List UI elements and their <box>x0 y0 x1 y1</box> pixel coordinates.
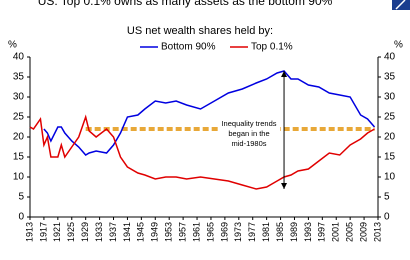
x-tick-label: 2013 <box>372 222 382 242</box>
y-tick-label: 5 <box>18 192 24 203</box>
x-tick-label: 1969 <box>219 222 229 242</box>
y2-tick-label: 35 <box>384 72 396 83</box>
x-tick-label: 1957 <box>177 222 187 242</box>
x-tick-label: 1989 <box>289 222 299 242</box>
y2-tick-label: 25 <box>384 112 396 123</box>
chart-title: US: Top 0.1% owns as many assets as the … <box>38 0 333 8</box>
x-tick-label: 2009 <box>358 222 368 242</box>
x-tick-label: 1925 <box>66 222 76 242</box>
x-tick-label: 1973 <box>233 222 243 242</box>
x-tick-label: 1965 <box>205 222 215 242</box>
y2-tick-label: 0 <box>384 212 390 223</box>
x-tick-label: 1917 <box>38 222 48 242</box>
y2-tick-label: 40 <box>384 52 396 63</box>
y-tick-label: 30 <box>13 92 25 103</box>
y-tick-label: 0 <box>18 212 24 223</box>
annotation: Inequality trends <box>221 119 276 128</box>
x-tick-label: 1949 <box>150 222 160 242</box>
x-tick-label: 1941 <box>122 222 132 242</box>
x-tick-label: 1977 <box>247 222 257 242</box>
x-tick-label: 1929 <box>80 222 90 242</box>
x-tick-label: 1997 <box>317 222 327 242</box>
y-tick-label: 25 <box>13 112 25 123</box>
annotation: mid-1980s <box>231 139 266 148</box>
chart-subtitle: US net wealth shares held by: <box>127 25 273 37</box>
series-line <box>43 70 376 156</box>
x-tick-label: 1921 <box>52 222 62 242</box>
logo-mark <box>395 0 406 10</box>
x-tick-label: 1985 <box>275 222 285 242</box>
y-tick-label: 10 <box>13 172 25 183</box>
x-tick-label: 1913 <box>24 222 34 242</box>
x-tick-label: 1953 <box>164 222 174 242</box>
x-tick-label: 1981 <box>261 222 271 242</box>
x-tick-label: 1945 <box>136 222 146 242</box>
x-tick-label: 1993 <box>303 222 313 242</box>
y-tick-label: 20 <box>13 132 25 143</box>
y2-tick-label: 15 <box>384 152 396 163</box>
y-tick-label: 35 <box>13 72 25 83</box>
y-unit: % <box>8 40 17 51</box>
x-tick-label: 2001 <box>331 222 341 242</box>
series-line <box>29 114 375 190</box>
legend-label: Bottom 90% <box>161 42 216 53</box>
y2-tick-label: 30 <box>384 92 396 103</box>
y2-tick-label: 10 <box>384 172 396 183</box>
arrow-head <box>281 71 288 77</box>
x-tick-label: 1961 <box>191 222 201 242</box>
x-tick-label: 1937 <box>108 222 118 242</box>
y2-unit: % <box>394 40 403 51</box>
legend-label: Top 0.1% <box>251 42 293 53</box>
x-tick-label: 2005 <box>345 222 355 242</box>
annotation: began in the <box>228 129 269 138</box>
annotation-bg <box>218 119 280 151</box>
y-tick-label: 40 <box>13 52 25 63</box>
y-tick-label: 15 <box>13 152 25 163</box>
y2-tick-label: 5 <box>384 192 390 203</box>
x-tick-label: 1933 <box>94 222 104 242</box>
y2-tick-label: 20 <box>384 132 396 143</box>
arrow-head <box>281 183 288 189</box>
